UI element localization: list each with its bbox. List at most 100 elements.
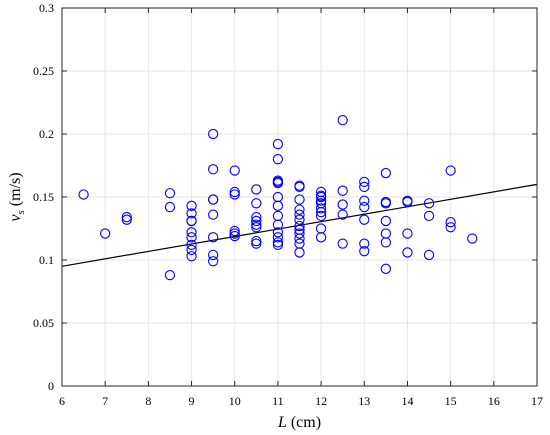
- scatter-point: [251, 235, 262, 247]
- data-points: [78, 114, 478, 281]
- scatter-point: [207, 256, 219, 267]
- x-tick-label: 7: [102, 394, 108, 408]
- scatter-point: [186, 200, 197, 211]
- scatter-point: [272, 227, 284, 238]
- y-tick-labels: 0 0.05 0.1 0.15 0.2 0.25 0.3: [33, 1, 54, 393]
- scatter-point: [251, 215, 262, 227]
- scatter-point: [359, 176, 370, 188]
- scatter-point: [402, 247, 413, 258]
- scatter-point: [251, 219, 262, 230]
- scatter-point: [207, 194, 219, 205]
- x-tick-label: 9: [189, 394, 195, 408]
- scatter-point: [272, 154, 284, 165]
- scatter-point: [272, 239, 284, 251]
- scatter-point: [229, 228, 240, 239]
- scatter-point: [380, 263, 392, 274]
- x-axis-label-unit: (cm): [287, 414, 321, 431]
- scatter-point: [445, 165, 456, 176]
- y-axis-label: vs (m/s): [7, 172, 27, 221]
- scatter-point: [445, 217, 456, 228]
- x-tick-labels: 6 7 8 9 10 11 12 13 14 15 16 17: [59, 394, 543, 408]
- scatter-point: [229, 225, 240, 237]
- scatter-point: [186, 244, 197, 256]
- scatter-point: [207, 128, 219, 140]
- scatter-point: [315, 206, 327, 218]
- scatter-point: [294, 233, 305, 244]
- scatter-point: [294, 228, 305, 239]
- scatter-point: [423, 210, 435, 222]
- scatter-point: [445, 222, 456, 233]
- axis-ticks: [61, 7, 538, 387]
- scatter-point: [272, 237, 284, 248]
- scatter-point: [337, 185, 348, 196]
- scatter-point: [380, 215, 392, 227]
- scatter-point: [272, 176, 284, 188]
- y-tick-label: 0.1: [39, 253, 54, 267]
- scatter-point: [229, 230, 240, 242]
- scatter-point: [207, 232, 219, 243]
- scatter-point: [229, 165, 240, 176]
- scatter-point: [359, 195, 370, 206]
- scatter-point: [164, 188, 176, 199]
- scatter-point: [380, 198, 392, 209]
- scatter-point: [294, 209, 305, 220]
- scatter-point: [402, 228, 413, 239]
- scatter-point: [186, 232, 197, 243]
- y-axis-label-subscript: s: [15, 210, 27, 214]
- scatter-point: [315, 195, 327, 206]
- scatter-point: [294, 220, 305, 232]
- scatter-point: [294, 247, 305, 258]
- scatter-point: [294, 181, 305, 193]
- y-axis-label-unit: (m/s): [7, 172, 24, 210]
- scatter-point: [359, 238, 370, 249]
- x-tick-label: 15: [445, 394, 457, 408]
- scatter-point: [121, 214, 132, 225]
- scatter-point: [294, 214, 305, 225]
- scatter-point: [78, 189, 89, 200]
- scatter-point: [229, 186, 240, 198]
- scatter-point: [315, 203, 327, 214]
- scatter-point: [229, 189, 240, 200]
- x-tick-label: 10: [229, 394, 241, 408]
- y-tick-label: 0.2: [39, 127, 54, 141]
- scatter-point: [100, 228, 111, 239]
- scatter-point: [207, 164, 219, 175]
- scatter-point: [121, 212, 132, 223]
- scatter-point: [272, 232, 284, 243]
- scatter-point: [359, 181, 370, 193]
- x-tick-label: 17: [531, 394, 543, 408]
- y-tick-label: 0: [48, 379, 54, 393]
- scatter-point: [423, 249, 435, 261]
- scatter-point: [186, 227, 197, 238]
- scatter-point: [207, 209, 219, 220]
- y-tick-label: 0.15: [33, 190, 54, 204]
- scatter-point: [402, 196, 413, 208]
- x-axis-label-variable: L: [277, 414, 287, 431]
- scatter-point: [272, 138, 284, 150]
- scatter-point: [359, 201, 370, 213]
- scatter-point: [294, 194, 305, 205]
- y-tick-label: 0.25: [33, 64, 54, 78]
- x-tick-label: 14: [401, 394, 413, 408]
- scatter-point: [337, 238, 348, 249]
- scatter-point: [186, 215, 197, 227]
- x-axis-label: L (cm): [277, 414, 321, 431]
- scatter-point: [359, 246, 370, 257]
- scatter-point: [315, 191, 327, 203]
- x-tick-label: 11: [272, 394, 284, 408]
- x-tick-label: 16: [488, 394, 500, 408]
- scatter-point: [251, 184, 262, 195]
- y-tick-label: 0.05: [33, 316, 54, 330]
- scatter-point: [337, 199, 348, 210]
- scatter-point: [359, 214, 370, 225]
- scatter-point: [207, 249, 219, 261]
- scatter-point: [337, 114, 348, 126]
- scatter-point: [294, 204, 305, 215]
- scatter-point: [272, 219, 284, 230]
- scatter-point: [380, 167, 392, 179]
- scatter-point: [315, 210, 327, 222]
- scatter-point: [380, 237, 392, 248]
- scatter-point: [315, 232, 327, 243]
